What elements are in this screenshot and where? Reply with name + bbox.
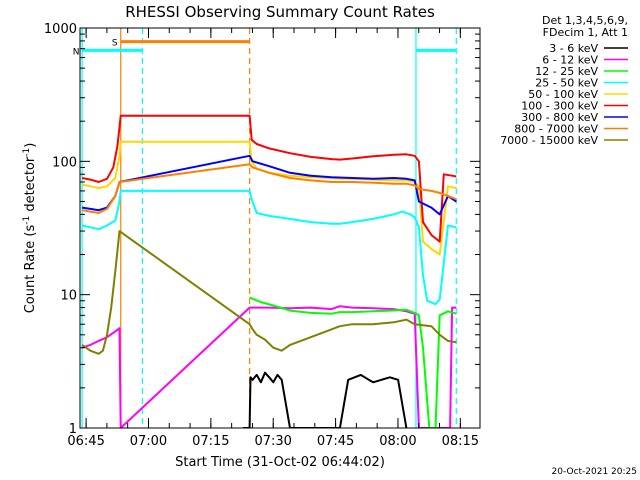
annotation-bars: SN [73, 39, 457, 57]
chart-title: RHESSI Observing Summary Count Rates [125, 3, 435, 21]
series-line [81, 140, 457, 256]
y-tick-label: 1000 [44, 22, 77, 37]
legend-entry-label: 12 - 25 keV [535, 65, 598, 78]
x-tick-label: 07:15 [192, 434, 229, 449]
legend-entry-label: 300 - 800 keV [521, 111, 598, 124]
legend-entry-label: 6 - 12 keV [542, 54, 598, 67]
series-line [81, 163, 457, 214]
x-axis-label: Start Time (31-Oct-02 06:44:02) [175, 455, 385, 470]
y-tick-label: 1 [69, 422, 77, 437]
x-tick-label: 08:00 [379, 434, 416, 449]
series-line [243, 371, 408, 428]
plot-frame [79, 27, 481, 429]
legend-entry-label: 7000 - 15000 keV [500, 134, 598, 147]
legend-entry-label: 25 - 50 keV [535, 77, 598, 90]
x-tick-label: 07:45 [317, 434, 354, 449]
x-tick-label: 08:15 [442, 434, 479, 449]
legend-entry-label: 50 - 100 keV [528, 88, 598, 101]
x-tick-label: 07:30 [254, 434, 291, 449]
series-line [81, 154, 457, 216]
date-stamp: 20-Oct-2021 20:25 [552, 467, 637, 477]
series-line [81, 230, 457, 355]
x-tick-label: 07:00 [130, 434, 167, 449]
series-line [81, 305, 457, 428]
legend-header-line: FDecim 1, Att 1 [543, 26, 628, 39]
legend-header-line: Det 1,3,4,5,6,9, [542, 14, 628, 27]
legend: Det 1,3,4,5,6,9,FDecim 1, Att 1 3 - 6 keV… [500, 14, 628, 147]
annotation-bar-label: N [73, 47, 80, 57]
y-tick-label: 100 [52, 155, 77, 170]
vertical-markers [81, 28, 457, 428]
y-axis-label: Count Rate (s-1 detector-1) [22, 143, 38, 314]
series-line [81, 114, 457, 243]
series-line [81, 189, 457, 306]
series-line [249, 296, 457, 428]
y-tick-label: 10 [60, 289, 77, 304]
y-axis-ticks: 1 10 100 1000 [44, 22, 480, 437]
series-lines [81, 114, 457, 428]
x-axis-ticks: 06:45 07:00 07:15 07:30 07:45 08:00 08:15 [67, 28, 479, 449]
legend-entry-label: 3 - 6 keV [549, 42, 598, 55]
legend-entry-label: 100 - 300 keV [521, 100, 598, 113]
legend-entry-label: 800 - 7000 keV [514, 123, 598, 136]
x-tick-label: 06:45 [67, 434, 104, 449]
annotation-bar-label: S [112, 39, 118, 49]
